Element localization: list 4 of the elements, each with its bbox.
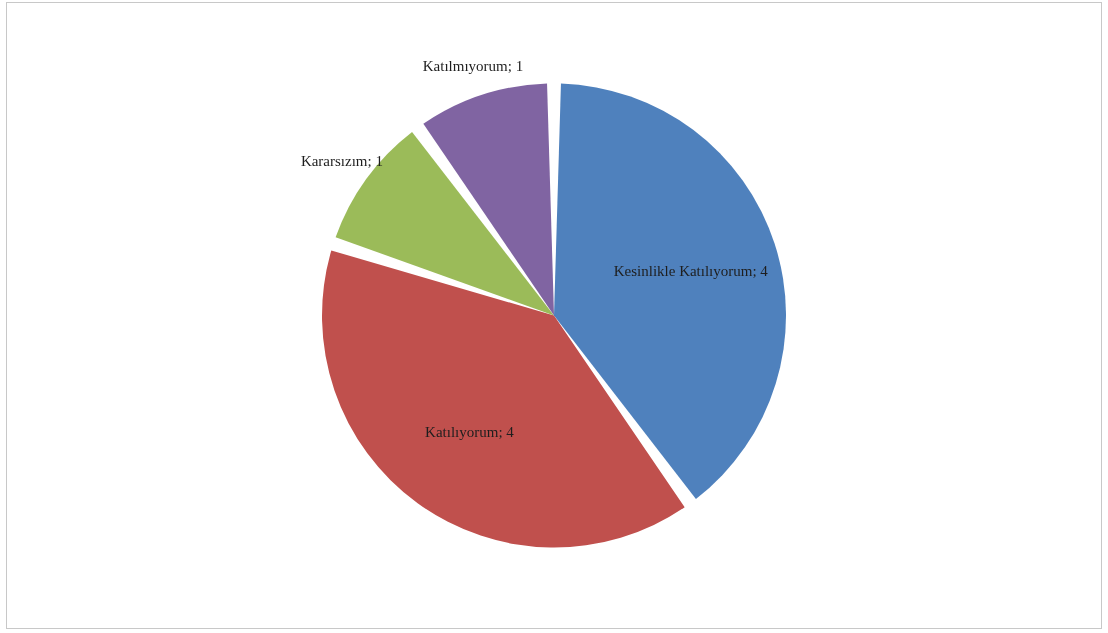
slice-label: Kararsızım; 1: [300, 153, 383, 170]
slice-label: Katılmıyorum; 1: [422, 58, 524, 75]
slice-label: Kesinlikle Katılıyorum; 4: [613, 263, 769, 280]
slice-label: Katılıyorum; 4: [425, 423, 515, 440]
